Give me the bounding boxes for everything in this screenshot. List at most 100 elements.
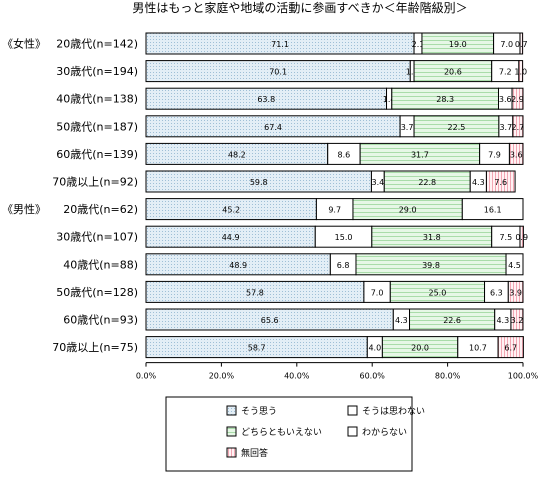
data-label: 3.4 — [371, 178, 384, 187]
data-label: 6.3 — [490, 288, 503, 297]
data-label: 44.9 — [222, 233, 240, 242]
category-label: 60歳代(n=139) — [56, 148, 138, 161]
bar-segment — [485, 170, 516, 193]
data-label: 0.9 — [515, 233, 528, 242]
data-label: 4.0 — [368, 344, 381, 353]
data-label: 2.1 — [412, 40, 425, 49]
data-label: 59.8 — [250, 178, 268, 187]
bar-segment — [518, 60, 524, 83]
data-label: 48.9 — [229, 261, 247, 270]
category-label: 50歳代(n=187) — [56, 120, 138, 133]
data-label: 2.9 — [511, 95, 524, 104]
x-tick-label: 20.0% — [209, 372, 235, 381]
data-label: 7.0 — [500, 40, 513, 49]
data-label: 2.7 — [512, 123, 525, 132]
data-label: 39.8 — [422, 261, 440, 270]
data-label: 7.9 — [488, 150, 501, 159]
x-tick-label: 40.0% — [284, 372, 310, 381]
data-label: 22.8 — [418, 178, 436, 187]
data-label: 6.8 — [337, 261, 350, 270]
data-label: 0.7 — [515, 40, 528, 49]
data-label: 7.6 — [494, 178, 507, 187]
legend-box — [165, 396, 413, 472]
data-label: 9.7 — [328, 206, 341, 215]
data-label: 4.3 — [395, 316, 408, 325]
data-label: 31.7 — [411, 150, 429, 159]
legend-swatch — [226, 447, 237, 458]
data-label: 1.4 — [383, 95, 396, 104]
data-label: 7.2 — [499, 68, 512, 77]
legend-label: わからない — [362, 427, 407, 438]
legend-label: 無回答 — [241, 447, 268, 459]
legend-swatch — [226, 426, 237, 437]
data-label: 3.2 — [511, 316, 524, 325]
data-label: 70.1 — [269, 68, 287, 77]
bar-segment — [511, 87, 524, 110]
bar-segment — [508, 142, 524, 165]
data-label: 1.0 — [514, 68, 527, 77]
x-tick-label: 60.0% — [359, 372, 385, 381]
data-label: 19.0 — [449, 40, 467, 49]
category-label: 70歳以上(n=75) — [52, 341, 138, 354]
data-label: 22.6 — [443, 316, 461, 325]
bar-segment — [505, 253, 524, 276]
data-label: 1.0 — [406, 68, 419, 77]
data-label: 67.4 — [264, 123, 282, 132]
data-label: 3.7 — [499, 123, 512, 132]
category-label: 40歳代(n=88) — [63, 258, 138, 271]
legend-label: どちらともいえない — [241, 427, 322, 438]
data-label: 48.2 — [228, 150, 246, 159]
bar-segment — [461, 198, 524, 221]
data-label: 7.0 — [371, 288, 384, 297]
data-label: 20.6 — [444, 68, 462, 77]
bar-segment — [512, 115, 524, 138]
data-label: 4.3 — [472, 178, 485, 187]
data-label: 4.5 — [508, 261, 521, 270]
category-label: 50歳代(n=128) — [56, 286, 138, 299]
legend-swatch — [347, 405, 358, 416]
data-label: 65.6 — [261, 316, 279, 325]
group-label: 《女性》 — [2, 37, 46, 51]
category-label: 20歳代(n=62) — [63, 203, 138, 216]
data-label: 25.0 — [429, 288, 447, 297]
bar-segment — [519, 32, 524, 55]
data-label: 71.1 — [271, 40, 289, 49]
data-label: 3.6 — [499, 95, 512, 104]
data-label: 57.8 — [246, 288, 264, 297]
data-label: 20.0 — [411, 344, 429, 353]
chart-title: 男性はもっと家庭や地域の活動に参画すべきか＜年齢階級別＞ — [132, 0, 467, 15]
x-axis: 0.0% 20.0% 40.0% 60.0% 80.0% 100.0% — [136, 362, 539, 381]
data-label: 3.6 — [510, 150, 523, 159]
category-label: 30歳代(n=107) — [56, 231, 138, 244]
bar-segment — [519, 225, 524, 248]
category-label: 60歳代(n=93) — [63, 314, 138, 327]
data-label: 15.0 — [335, 233, 353, 242]
data-label: 3.7 — [401, 123, 414, 132]
category-label: 20歳代(n=142) — [56, 38, 138, 51]
data-label: 63.8 — [257, 95, 275, 104]
x-tick-label: 0.0% — [136, 372, 157, 381]
data-label: 58.7 — [248, 344, 266, 353]
bar-segment — [510, 308, 524, 331]
bar-segment — [497, 336, 524, 359]
data-label: 3.9 — [509, 288, 522, 297]
x-tick-label: 80.0% — [435, 372, 461, 381]
data-label: 22.5 — [448, 123, 466, 132]
data-label: 45.2 — [222, 206, 240, 215]
bar-segment — [507, 280, 524, 303]
data-label: 28.3 — [436, 95, 454, 104]
data-label: 29.0 — [399, 206, 417, 215]
data-label: 31.8 — [423, 233, 441, 242]
legend-label: そう思う — [241, 406, 277, 417]
data-label: 6.7 — [504, 344, 517, 353]
data-label: 8.6 — [338, 150, 351, 159]
category-label: 40歳代(n=138) — [56, 93, 138, 106]
x-tick-label: 100.0% — [508, 372, 539, 381]
legend-swatch — [347, 426, 358, 437]
data-label: 4.3 — [496, 316, 509, 325]
category-label: 70歳以上(n=92) — [52, 176, 138, 189]
data-label: 10.7 — [469, 344, 487, 353]
